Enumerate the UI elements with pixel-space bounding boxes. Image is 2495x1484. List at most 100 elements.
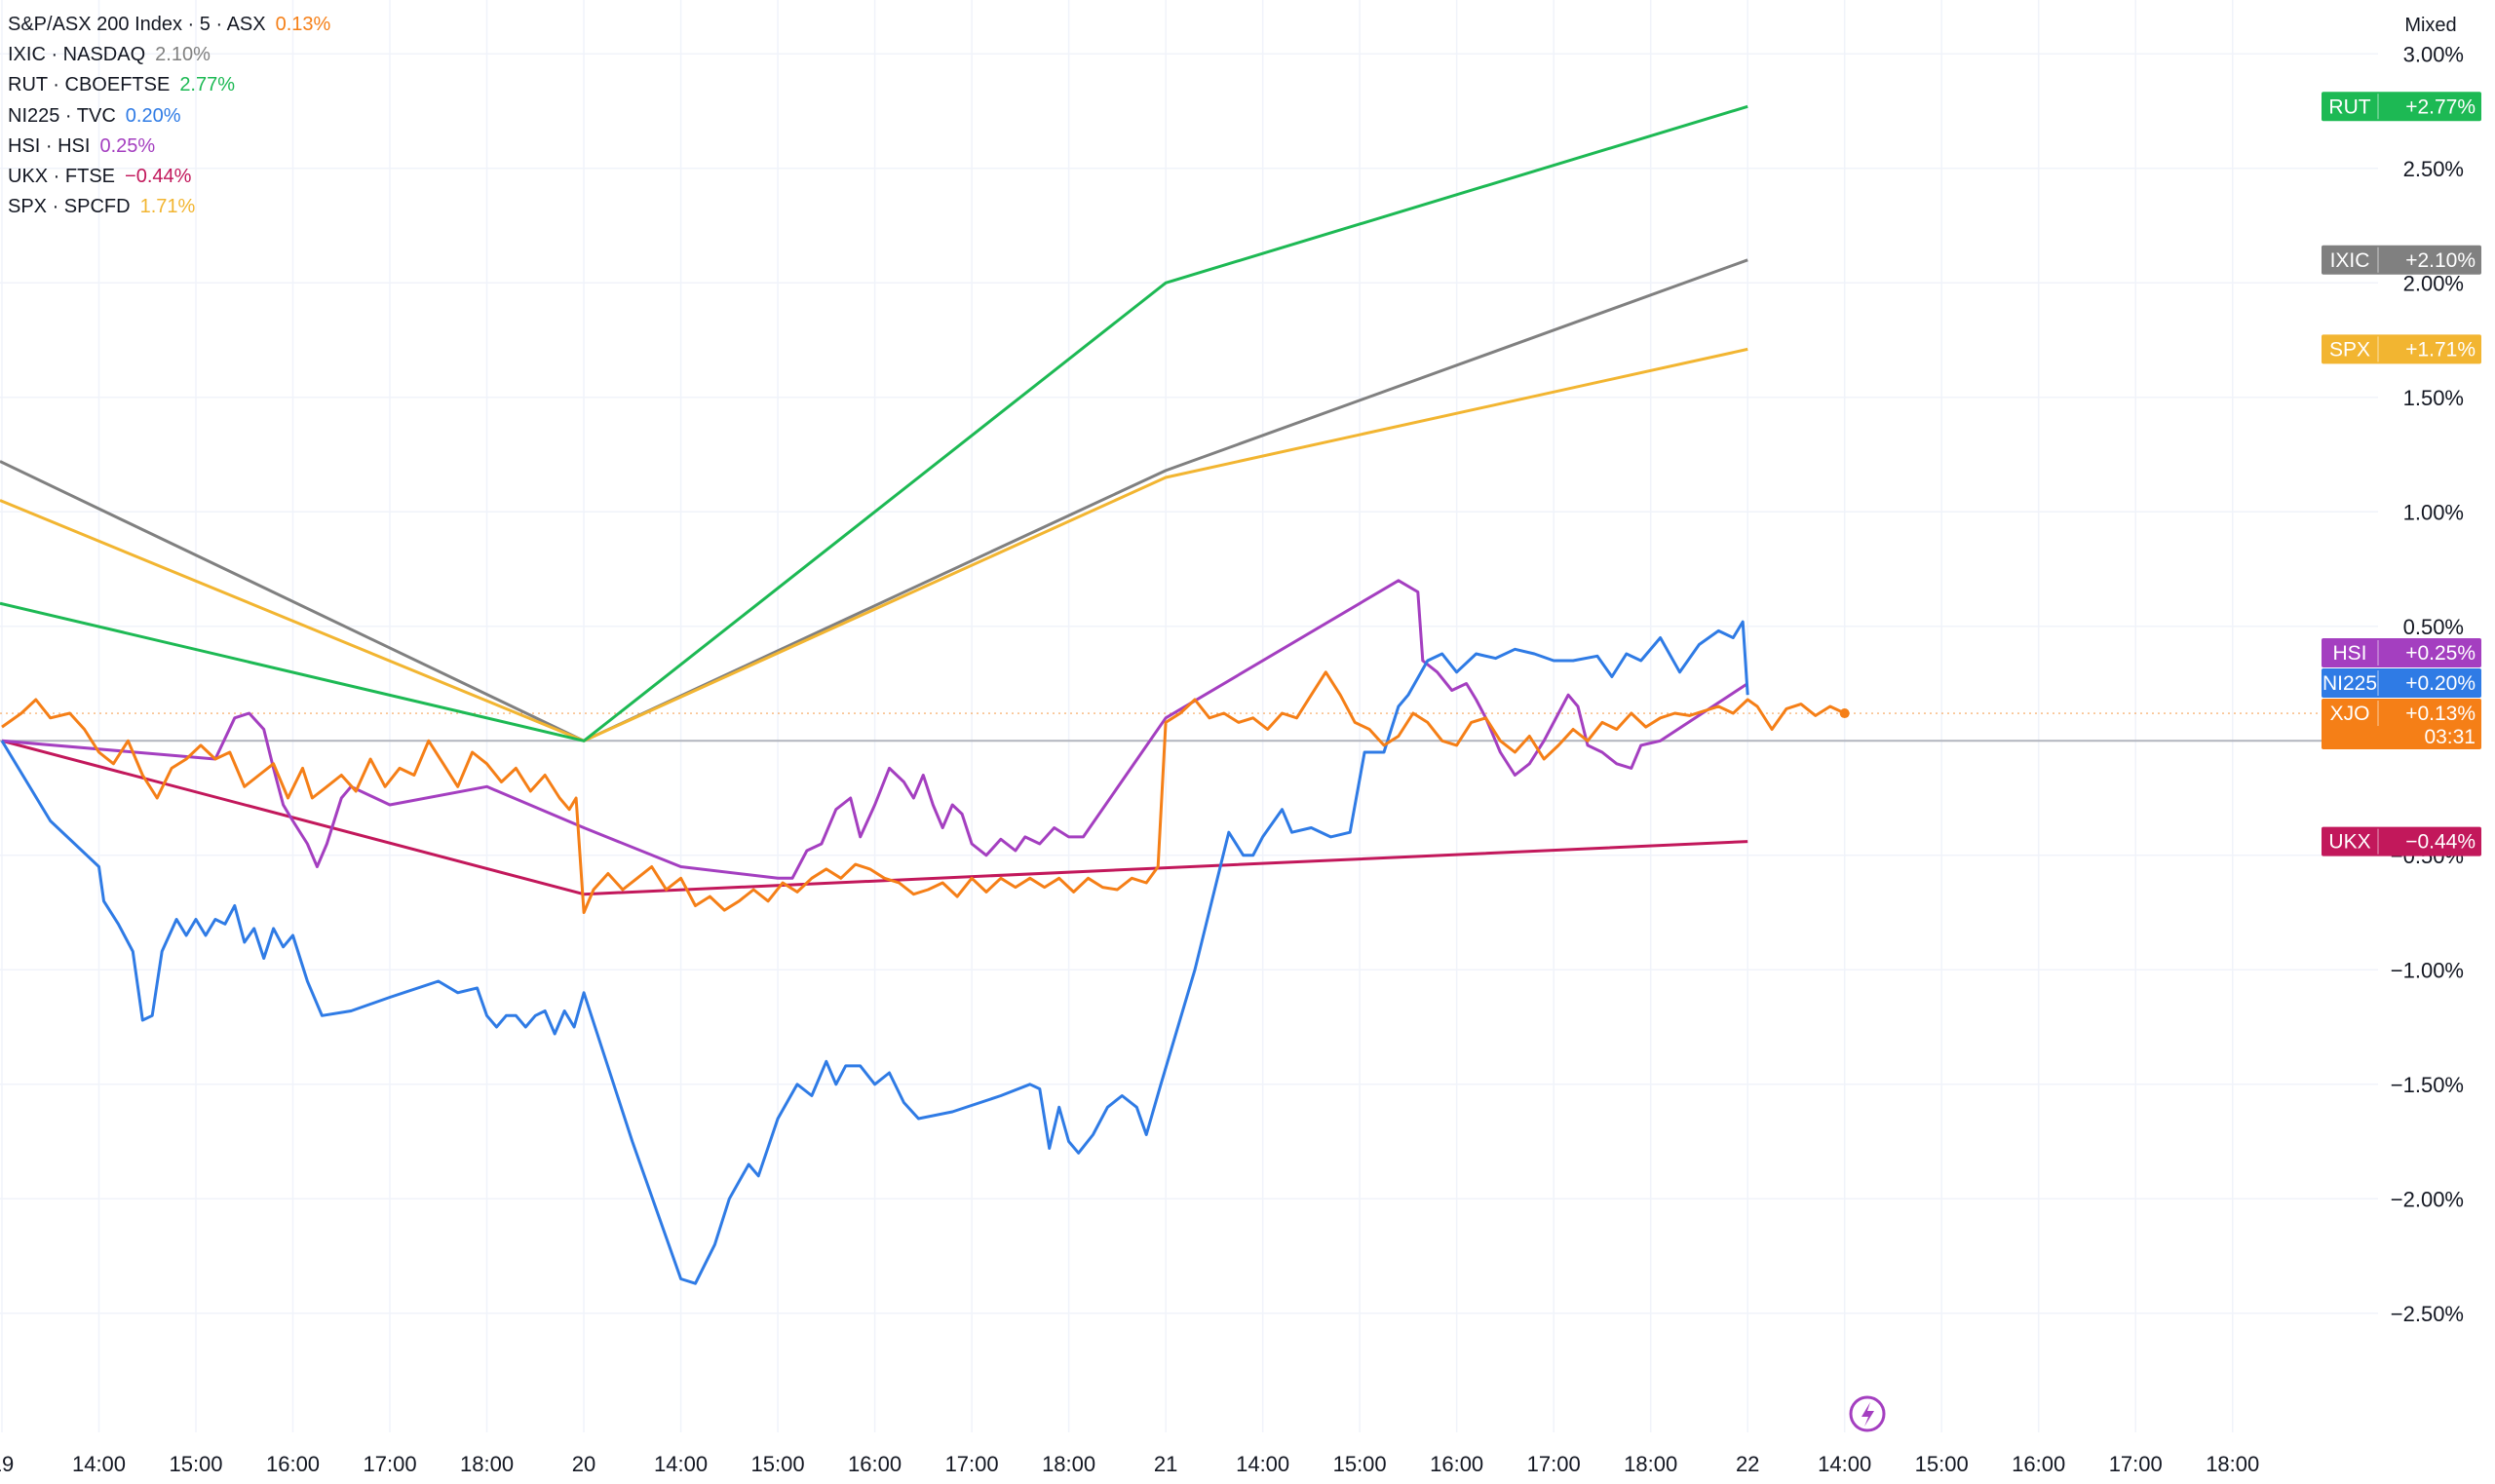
badge-value: +1.71% — [2405, 338, 2476, 361]
x-tick-label: 17:00 — [364, 1452, 417, 1476]
x-axis: 19 14:00 15:00 16:00 17:00 18:00 20 14:00 15:00 1… — [0, 1452, 2259, 1476]
series-lines — [0, 104, 1850, 1285]
badge-background — [2322, 334, 2481, 364]
baseline — [0, 712, 2378, 742]
x-tick-label: 16:00 — [848, 1452, 902, 1476]
price-badge-xjo[interactable]: XJO +0.13%03:31 — [2322, 699, 2481, 750]
badge-symbol: IXIC — [2330, 249, 2370, 272]
price-badge-ixic[interactable]: IXIC +2.10% — [2322, 245, 2481, 275]
x-tick-label: 21 — [1154, 1452, 1177, 1476]
y-tick-label: −2.50% — [2391, 1302, 2464, 1326]
last-point-marker — [1839, 708, 1850, 719]
y-tick-label: 2.00% — [2403, 271, 2464, 295]
x-tick-label: 16:00 — [1430, 1452, 1483, 1476]
badge-background — [2322, 668, 2481, 699]
legend-symbol: S&P/ASX 200 Index · 5 · ASX — [8, 14, 266, 35]
y-tick-label: −1.50% — [2391, 1073, 2464, 1097]
legend-item[interactable]: RUT · CBOEFTSE 2.77% — [8, 70, 330, 100]
x-tick-label: 14:00 — [654, 1452, 708, 1476]
x-tick-label: 18:00 — [2206, 1452, 2259, 1476]
x-tick-label: 15:00 — [169, 1452, 222, 1476]
x-tick-label: 18:00 — [1042, 1452, 1095, 1476]
x-tick-label: 17:00 — [1527, 1452, 1581, 1476]
legend-item[interactable]: SPX · SPCFD 1.71% — [8, 192, 330, 222]
legend-item[interactable]: HSI · HSI 0.25% — [8, 132, 330, 162]
series-line-rut[interactable] — [0, 104, 1748, 742]
legend-item[interactable]: S&P/ASX 200 Index · 5 · ASX 0.13% — [8, 10, 330, 40]
legend-change: −0.44% — [125, 165, 192, 187]
y-tick-label: −1.00% — [2391, 958, 2464, 982]
badge-value: +0.25% — [2405, 642, 2476, 665]
y-tick-label: 0.50% — [2403, 615, 2464, 639]
legend-change: 2.77% — [179, 74, 236, 96]
badge-countdown: 03:31 — [2424, 726, 2476, 748]
badge-background — [2322, 826, 2481, 856]
legend-item[interactable]: NI225 · TVC 0.20% — [8, 101, 330, 132]
series-line-ixic[interactable] — [0, 258, 1748, 742]
legend-change: 0.25% — [99, 134, 156, 157]
badge-background — [2322, 245, 2481, 275]
price-badge-rut[interactable]: RUT +2.77% — [2322, 92, 2481, 122]
legend: S&P/ASX 200 Index · 5 · ASX 0.13% IXIC · … — [8, 10, 330, 222]
series-line-ni225[interactable] — [0, 620, 1749, 1285]
legend-change: 1.71% — [139, 196, 196, 218]
price-labels: RUT +2.77% IXIC +2.10% SPX +1.71% UKX −0.44% HSI… — [2322, 92, 2481, 856]
badge-background — [2322, 699, 2481, 750]
badge-background — [2322, 92, 2481, 122]
price-badge-ni225[interactable]: NI225 +0.20% — [2322, 668, 2481, 699]
x-tick-label: 15:00 — [1915, 1452, 1969, 1476]
legend-change: 2.10% — [155, 44, 211, 66]
scale-mode-button[interactable]: Mixed — [2404, 15, 2457, 36]
legend-item[interactable]: IXIC · NASDAQ 2.10% — [8, 40, 330, 70]
legend-item[interactable]: UKX · FTSE −0.44% — [8, 162, 330, 192]
series-line-xjo[interactable] — [1, 670, 1846, 914]
series-line-hsi[interactable] — [1, 579, 1749, 880]
y-tick-label: 2.50% — [2403, 157, 2464, 181]
legend-change: 0.20% — [125, 104, 181, 127]
grid-lines — [0, 0, 2378, 1432]
badge-value: +2.77% — [2405, 95, 2476, 118]
legend-symbol: SPX · SPCFD — [8, 196, 131, 218]
badge-symbol: UKX — [2328, 831, 2370, 854]
price-badge-hsi[interactable]: HSI +0.25% — [2322, 638, 2481, 668]
series-line-spx[interactable] — [0, 347, 1748, 742]
badge-value: +0.20% — [2405, 672, 2476, 695]
badge-symbol: HSI — [2332, 642, 2366, 665]
badge-symbol: XJO — [2330, 703, 2370, 725]
y-tick-label: 1.50% — [2403, 386, 2464, 410]
legend-symbol: IXIC · NASDAQ — [8, 44, 146, 66]
y-tick-label: 3.00% — [2403, 42, 2464, 66]
legend-symbol: UKX · FTSE — [8, 165, 116, 187]
badge-background — [2322, 638, 2481, 668]
x-tick-label: 14:00 — [1818, 1452, 1871, 1476]
price-badge-ukx[interactable]: UKX −0.44% — [2322, 826, 2481, 856]
x-tick-label: 18:00 — [460, 1452, 514, 1476]
x-tick-label: 20 — [572, 1452, 595, 1476]
badge-symbol: RUT — [2328, 95, 2370, 118]
legend-symbol: RUT · CBOEFTSE — [8, 74, 171, 96]
y-tick-label: 1.00% — [2403, 500, 2464, 524]
x-tick-label: 17:00 — [945, 1452, 999, 1476]
x-tick-label: 18:00 — [1624, 1452, 1677, 1476]
x-tick-label: 14:00 — [72, 1452, 126, 1476]
x-tick-label: 19 — [0, 1452, 14, 1476]
legend-symbol: HSI · HSI — [8, 134, 91, 157]
legend-symbol: NI225 · TVC — [8, 104, 116, 127]
badge-value: +0.13% — [2405, 703, 2476, 725]
legend-change: 0.13% — [275, 14, 331, 35]
badge-value: −0.44% — [2405, 831, 2476, 854]
x-tick-label: 15:00 — [751, 1452, 805, 1476]
badge-symbol: NI225 — [2322, 672, 2377, 695]
x-tick-label: 22 — [1736, 1452, 1759, 1476]
x-tick-label: 16:00 — [266, 1452, 320, 1476]
x-tick-label: 16:00 — [2012, 1452, 2065, 1476]
y-tick-label: −2.00% — [2391, 1187, 2464, 1211]
x-tick-label: 14:00 — [1236, 1452, 1289, 1476]
x-tick-label: 15:00 — [1333, 1452, 1387, 1476]
x-tick-label: 17:00 — [2109, 1452, 2163, 1476]
badge-value: +2.10% — [2405, 249, 2476, 272]
lightning-icon[interactable] — [1849, 1395, 1886, 1432]
price-badge-spx[interactable]: SPX +1.71% — [2322, 334, 2481, 364]
badge-symbol: SPX — [2329, 338, 2370, 361]
